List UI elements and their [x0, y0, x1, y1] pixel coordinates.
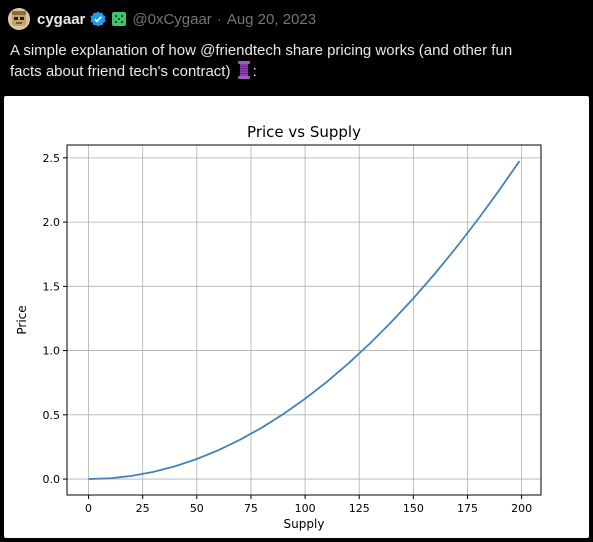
y-tick-label: 2.0	[43, 216, 61, 229]
tweet-text-suffix: :	[252, 63, 257, 80]
x-tick-label: 200	[511, 502, 532, 515]
y-tick-label: 2.5	[43, 152, 61, 165]
separator-dot: ·	[216, 10, 222, 28]
tweet-text: A simple explanation of how @friendtech …	[10, 40, 580, 82]
x-tick-label: 25	[136, 502, 150, 515]
avatar[interactable]	[8, 8, 30, 30]
plot-frame	[66, 144, 542, 496]
x-tick-label: 100	[295, 502, 316, 515]
chart-image: Price vs Supply Supply Price 0 25 50 75 100 1…	[4, 96, 589, 538]
tweet-media[interactable]: Price vs Supply Supply Price 0 25 50 75 100 1…	[0, 96, 593, 542]
tweet-text-line2: facts about friend tech's contract)	[10, 63, 231, 80]
y-tick-label: 0.0	[43, 473, 61, 486]
thread-spool-icon	[237, 61, 251, 79]
tweet-date[interactable]: Aug 20, 2023	[226, 10, 317, 28]
x-tick-label: 50	[190, 502, 204, 515]
affiliate-badge-icon[interactable]	[111, 11, 127, 27]
x-tick-label: 150	[403, 502, 424, 515]
y-tick-label: 1.5	[43, 280, 61, 293]
y-axis-label: Price	[15, 305, 29, 334]
price-vs-supply-chart: Price vs Supply Supply Price 0 25 50 75 100 1…	[15, 123, 542, 531]
price-series-line	[88, 160, 521, 480]
display-name[interactable]: cygaar	[37, 10, 86, 28]
y-tick-label: 1.0	[43, 345, 61, 358]
y-tick-label: 0.5	[43, 409, 61, 422]
handle[interactable]: @0xCygaar	[132, 10, 212, 28]
tweet-text-line1: A simple explanation of how @friendtech …	[10, 42, 513, 59]
avatar-icon	[8, 8, 30, 30]
tweet-header: cygaar @0xCygaar · Aug 20, 2023 A simple…	[0, 0, 593, 96]
x-tick-label: 175	[457, 502, 478, 515]
x-tick-label: 75	[244, 502, 258, 515]
author-row: cygaar @0xCygaar · Aug 20, 2023	[37, 9, 316, 29]
x-axis-label: Supply	[284, 517, 325, 531]
x-tick-label: 0	[85, 502, 92, 515]
verified-badge-icon	[90, 11, 106, 27]
chart-title: Price vs Supply	[247, 123, 361, 141]
x-tick-label: 125	[349, 502, 370, 515]
